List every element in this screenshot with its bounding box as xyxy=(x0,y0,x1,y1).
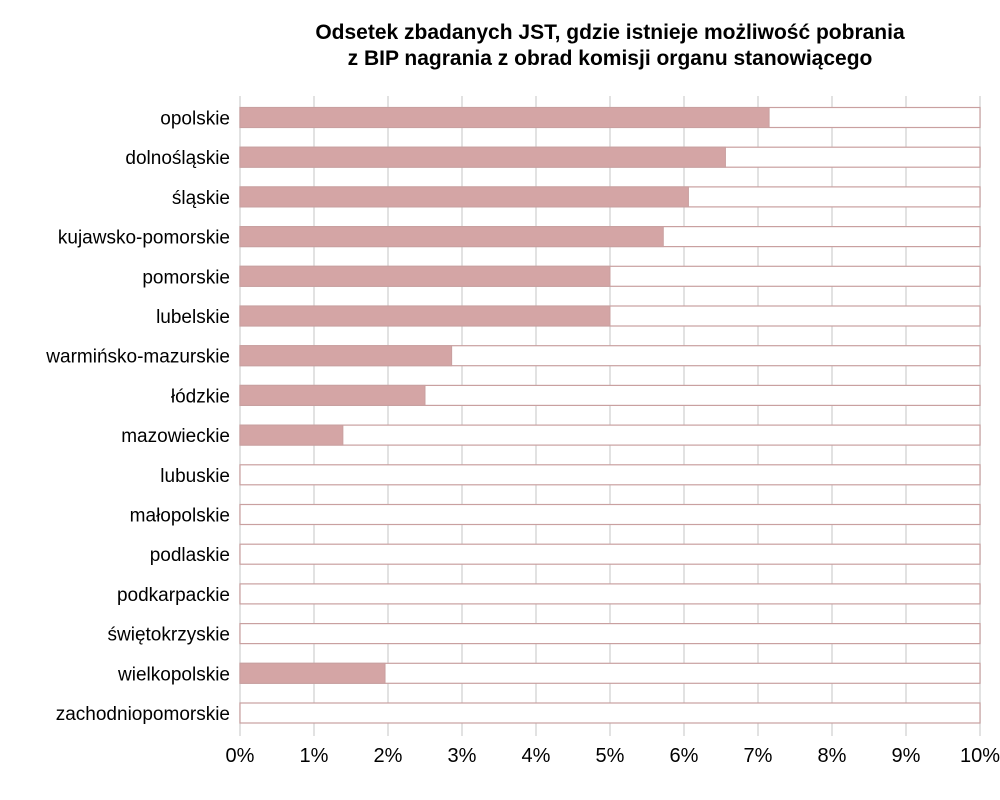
category-label: podlaskie xyxy=(150,545,230,566)
chart-title: Odsetek zbadanych JST, gdzie istnieje mo… xyxy=(240,20,980,72)
x-tick-label: 10% xyxy=(960,745,1000,767)
bar xyxy=(239,226,664,248)
category-label: mazowieckie xyxy=(121,426,230,447)
category-label: zachodniopomorskie xyxy=(56,704,230,725)
category-label: warmińsko-mazurskie xyxy=(45,347,230,368)
bar xyxy=(239,384,426,406)
bars xyxy=(239,106,981,724)
category-label: kujawsko-pomorskie xyxy=(58,228,230,249)
x-tick-label: 3% xyxy=(448,745,477,767)
x-tick-label: 8% xyxy=(818,745,847,767)
chart-title-line-2: z BIP nagrania z obrad komisji organu st… xyxy=(347,47,873,70)
bar-track xyxy=(239,503,981,526)
x-tick-label: 1% xyxy=(300,745,329,767)
x-tick-label: 5% xyxy=(596,745,625,767)
category-label: pomorskie xyxy=(142,267,230,288)
chart-title-line-1: Odsetek zbadanych JST, gdzie istnieje mo… xyxy=(315,21,905,44)
category-label: łódzkie xyxy=(171,386,230,407)
x-tick-label: 0% xyxy=(226,745,255,767)
category-label: dolnośląskie xyxy=(125,148,230,169)
category-label: opolskie xyxy=(160,109,230,130)
bar xyxy=(239,305,611,327)
bar-track xyxy=(239,424,981,446)
bar xyxy=(239,107,770,128)
category-label: śląskie xyxy=(172,188,230,209)
x-tick-label: 2% xyxy=(374,745,403,767)
bar-track xyxy=(239,622,981,645)
bar-track xyxy=(239,464,981,486)
bar-track xyxy=(239,543,981,565)
bar xyxy=(239,146,726,168)
bar-track xyxy=(239,702,981,724)
x-tick-label: 9% xyxy=(892,745,921,767)
x-tick-label: 7% xyxy=(744,745,773,767)
category-label: podkarpackie xyxy=(117,585,230,606)
category-label: świętokrzyskie xyxy=(108,625,230,646)
bar-track xyxy=(239,583,981,605)
bar xyxy=(239,662,386,684)
bar xyxy=(239,345,453,367)
x-tick-label: 4% xyxy=(522,745,551,767)
category-label: małopolskie xyxy=(130,506,230,527)
category-label: lubuskie xyxy=(160,466,230,487)
bar xyxy=(239,265,611,287)
category-label: lubelskie xyxy=(156,307,230,328)
bar xyxy=(239,186,689,208)
x-tick-label: 6% xyxy=(670,745,699,767)
axes: 0% 1% 2% 3% 4% 5% 6% 7% 8% 9% 10% opolskie dolnośląs… xyxy=(45,109,1000,768)
category-label: wielkopolskie xyxy=(117,664,230,685)
bar xyxy=(239,424,344,446)
